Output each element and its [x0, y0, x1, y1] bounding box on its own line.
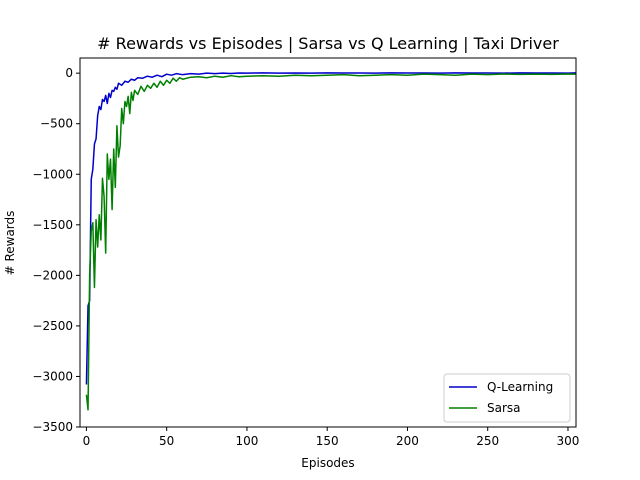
x-axis: 0 50 100 150 200 250 300	[83, 427, 580, 448]
y-tick-label: −500	[40, 117, 73, 131]
plot-frame	[79, 57, 577, 428]
y-tick-label: −1000	[32, 167, 73, 181]
series-line-q-learning	[85, 72, 576, 385]
x-tick-label: 100	[235, 434, 258, 448]
x-tick-label: 200	[396, 434, 419, 448]
y-axis: 0 −500 −1000 −1500 −2000 −2500 −3000 −3500	[32, 66, 80, 434]
y-tick-label: −2000	[32, 268, 73, 282]
y-tick-label: −3000	[32, 369, 73, 383]
x-tick-label: 300	[557, 434, 580, 448]
x-tick-label: 150	[316, 434, 339, 448]
series-layer	[85, 72, 576, 411]
legend-label: Q-Learning	[487, 380, 553, 394]
y-tick-label: −1500	[32, 218, 73, 232]
y-tick-label: −3500	[32, 420, 73, 434]
chart-title: # Rewards vs Episodes | Sarsa vs Q Learn…	[97, 34, 559, 53]
x-tick-label: 50	[159, 434, 174, 448]
y-tick-label: 0	[65, 66, 73, 80]
x-axis-label: Episodes	[301, 456, 354, 470]
legend-box	[443, 373, 571, 423]
y-axis-label: # Rewards	[3, 211, 17, 276]
legend: Q-Learning Sarsa	[443, 373, 571, 423]
plot-area	[80, 58, 576, 427]
x-tick-label: 0	[83, 434, 91, 448]
x-tick-label: 250	[476, 434, 499, 448]
series-line-sarsa	[85, 73, 576, 411]
y-tick-label: −2500	[32, 319, 73, 333]
legend-label: Sarsa	[487, 401, 521, 415]
